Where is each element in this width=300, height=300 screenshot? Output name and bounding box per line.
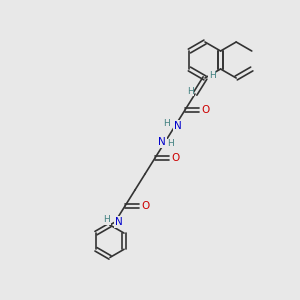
Text: H: H (164, 119, 170, 128)
Text: N: N (115, 217, 123, 227)
Text: N: N (174, 121, 182, 131)
Text: O: O (171, 153, 179, 163)
Text: O: O (141, 201, 149, 211)
Text: H: H (208, 71, 215, 80)
Text: H: H (103, 215, 110, 224)
Text: H: H (187, 86, 194, 95)
Text: N: N (158, 137, 166, 147)
Text: O: O (201, 105, 209, 115)
Text: H: H (168, 140, 174, 148)
